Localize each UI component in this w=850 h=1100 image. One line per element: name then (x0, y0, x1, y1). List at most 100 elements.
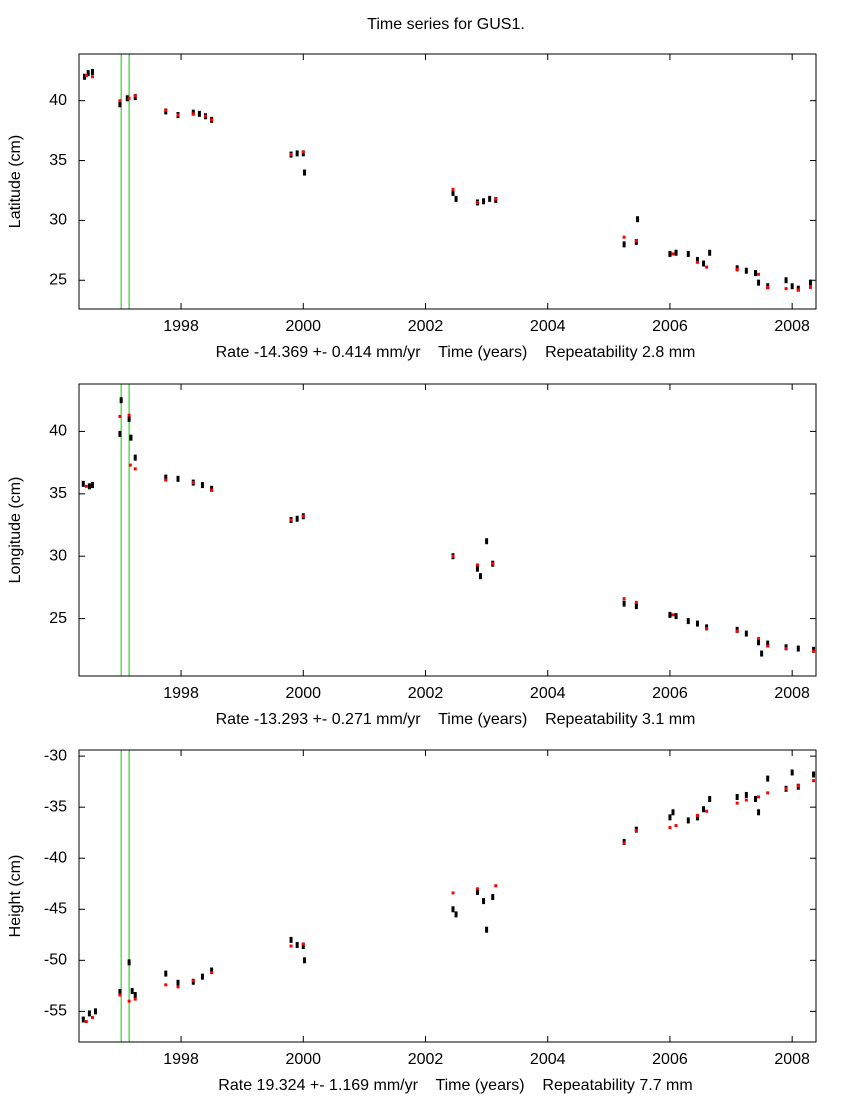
data-point (303, 169, 306, 176)
model-point (622, 841, 626, 845)
model-point (475, 563, 479, 567)
data-point (634, 603, 638, 610)
model-point (705, 265, 709, 269)
model-point (784, 787, 788, 791)
model-point (90, 1015, 94, 1019)
model-point (809, 285, 812, 289)
model-point (735, 801, 739, 805)
model-point (210, 118, 214, 122)
plot-frame (78, 383, 817, 677)
data-point (695, 256, 699, 263)
data-point (674, 613, 678, 620)
data-point (744, 791, 748, 798)
data-point (118, 430, 122, 437)
data-point (164, 970, 168, 977)
y-tick-label: -45 (44, 900, 67, 917)
x-tick-label: 2006 (652, 685, 688, 702)
x-tick-label: 2004 (530, 318, 566, 335)
data-point (744, 267, 748, 274)
data-point (303, 957, 306, 964)
data-point (210, 967, 214, 974)
data-point (81, 1016, 85, 1023)
data-point (83, 73, 86, 80)
data-point (119, 397, 123, 404)
x-tick-label: 2000 (285, 685, 321, 702)
x-tick-label: 2008 (774, 1051, 810, 1068)
model-point (668, 826, 672, 830)
data-point (708, 796, 712, 803)
y-tick-label: -55 (44, 1003, 67, 1020)
x-tick-label: 2004 (530, 685, 566, 702)
model-point (127, 999, 131, 1003)
data-point (485, 538, 489, 545)
data-point (454, 911, 458, 918)
data-point (301, 943, 305, 950)
model-point (494, 884, 498, 888)
model-point (784, 647, 788, 651)
data-point (668, 611, 672, 618)
data-point (86, 70, 90, 77)
model-point (118, 99, 122, 103)
model-point (451, 891, 455, 895)
model-point (133, 94, 137, 98)
model-point (634, 600, 638, 604)
model-point (451, 187, 455, 191)
data-point (295, 515, 299, 522)
y-tick-label: -50 (44, 952, 67, 969)
model-point (744, 798, 748, 802)
model-point (766, 791, 770, 795)
model-point (622, 235, 626, 239)
data-point (491, 894, 495, 901)
data-point (295, 150, 299, 157)
data-point (674, 249, 678, 256)
model-point (289, 518, 293, 522)
model-point (494, 197, 498, 201)
model-point (301, 514, 305, 518)
data-point (90, 482, 94, 489)
x-tick-label: 2008 (774, 685, 810, 702)
data-point (176, 979, 180, 986)
y-tick-label: 35 (49, 152, 67, 169)
model-point (127, 96, 131, 100)
model-point (133, 997, 137, 1001)
model-point (204, 114, 207, 118)
data-point (87, 1010, 91, 1017)
model-point (491, 562, 495, 566)
model-point (671, 252, 675, 256)
data-point (200, 973, 204, 980)
model-point (301, 150, 305, 154)
model-point (84, 74, 88, 78)
data-point (127, 959, 131, 966)
data-point (197, 110, 201, 117)
data-point (482, 198, 486, 205)
y-tick-label: 40 (49, 92, 67, 109)
y-tick-label: -35 (44, 798, 67, 815)
data-point (708, 249, 712, 256)
model-point (757, 795, 761, 799)
data-point (668, 250, 672, 257)
y-axis-label: Longitude (cm) (7, 477, 24, 584)
data-point (200, 482, 204, 489)
data-point (164, 474, 168, 481)
x-tick-label: 2000 (285, 1051, 321, 1068)
data-point (757, 809, 761, 816)
model-point (191, 112, 195, 116)
data-point (735, 793, 739, 800)
model-point (164, 108, 168, 112)
model-point (127, 413, 131, 417)
x-tick-label: 2002 (408, 318, 444, 335)
model-point (133, 467, 137, 471)
model-point (634, 829, 638, 833)
data-point (754, 796, 757, 803)
data-point (790, 283, 794, 290)
x-tick-label: 2006 (652, 1051, 688, 1068)
data-point (668, 814, 672, 821)
data-point (636, 216, 640, 223)
model-point (176, 113, 180, 117)
data-point (695, 814, 699, 821)
model-point (735, 267, 739, 271)
x-tick-label: 2006 (652, 318, 688, 335)
data-point (479, 573, 482, 580)
y-tick-label: 25 (49, 271, 67, 288)
